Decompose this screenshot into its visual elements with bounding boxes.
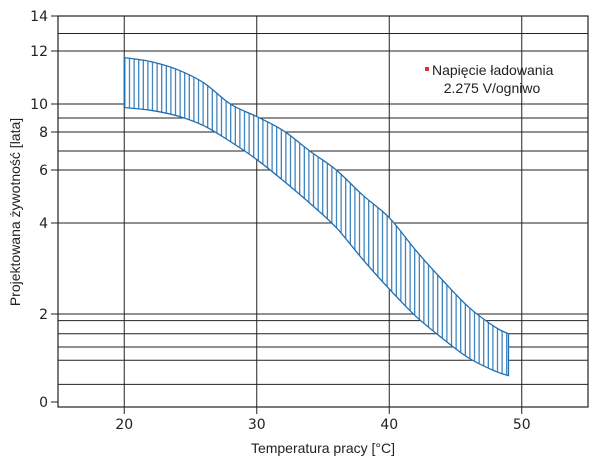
y-tick-label: 2 xyxy=(39,307,48,323)
y-tick-label: 6 xyxy=(39,163,48,179)
x-tick-label: 40 xyxy=(380,417,398,433)
annotation-marker xyxy=(425,67,429,71)
annotation-line-2: 2.275 V/ogniwo xyxy=(444,80,541,96)
y-axis-ticks: 0 2 4 6 8 10 12 14 xyxy=(30,9,58,411)
life-band xyxy=(123,56,510,377)
x-tick-label: 20 xyxy=(115,417,133,433)
x-tick-label: 50 xyxy=(513,417,531,433)
annotation-line-1: Napięcie ładowania xyxy=(432,62,554,78)
annotation: Napięcie ładowania 2.275 V/ogniwo xyxy=(425,62,554,96)
y-tick-label: 4 xyxy=(39,216,48,232)
x-axis-title: Temperatura pracy [°C] xyxy=(251,440,395,456)
y-tick-label: 14 xyxy=(30,9,48,25)
y-tick-label: 0 xyxy=(39,395,48,411)
x-axis-ticks: 20 30 40 50 xyxy=(115,407,531,433)
y-tick-label: 10 xyxy=(30,97,48,113)
y-tick-label: 12 xyxy=(30,44,48,60)
y-axis-title: Projektowana żywotność [lata] xyxy=(7,118,23,306)
x-tick-label: 30 xyxy=(248,417,266,433)
y-tick-label: 8 xyxy=(39,125,48,141)
